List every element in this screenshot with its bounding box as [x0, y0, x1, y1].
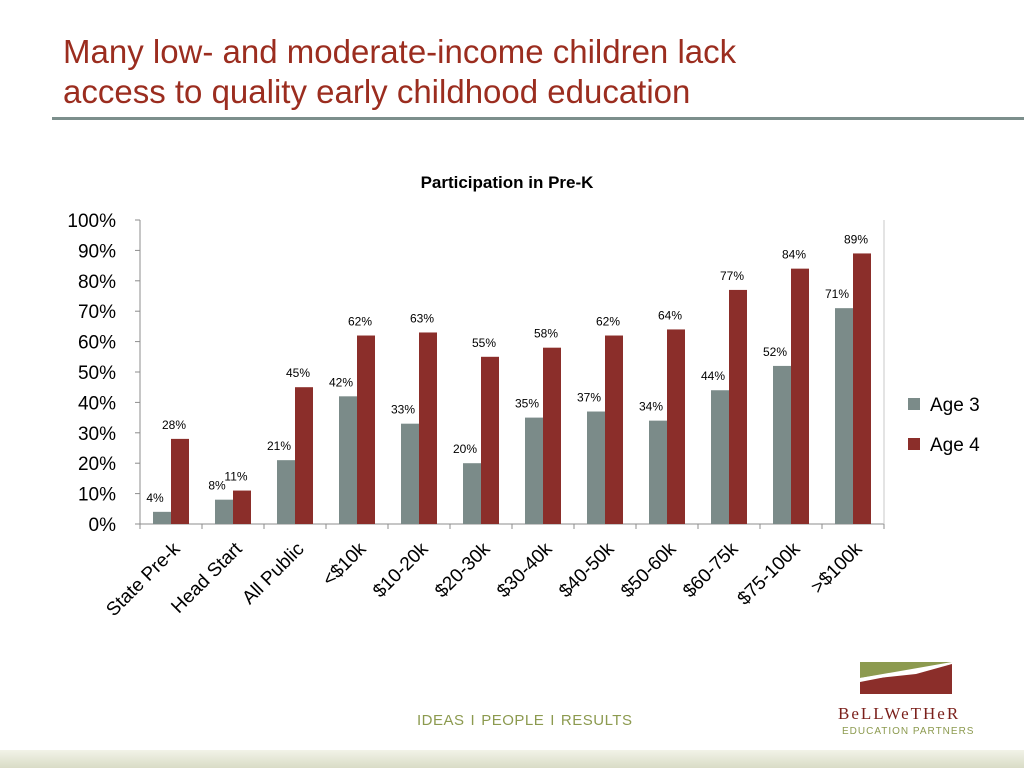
x-tick-label: $40-50k	[555, 538, 619, 602]
x-tick-label: <$10k	[319, 538, 371, 590]
bar-age-4	[171, 438, 189, 524]
bar-age-4	[357, 335, 375, 524]
tagline-separator: I	[550, 712, 555, 729]
data-label-age-4: 64%	[658, 308, 682, 322]
bar-age-4	[233, 490, 251, 524]
y-tick-label: 20%	[78, 454, 116, 475]
bar-age-3	[773, 365, 791, 524]
data-label-age-4: 63%	[410, 311, 434, 325]
data-label-age-3: 44%	[701, 369, 725, 383]
data-label-age-3: 37%	[577, 391, 601, 405]
data-label-age-4: 62%	[348, 315, 372, 329]
data-label-age-4: 58%	[534, 327, 558, 341]
y-tick-label: 60%	[78, 333, 116, 354]
footer-band	[0, 750, 1024, 768]
title-divider	[52, 117, 1024, 120]
bar-age-3	[277, 460, 295, 524]
chart-title: Participation in Pre-K	[421, 173, 595, 192]
data-label-age-3: 42%	[329, 375, 353, 389]
bar-age-3	[401, 423, 419, 524]
bar-age-3	[835, 308, 853, 524]
x-tick-label: >$100k	[807, 538, 867, 598]
data-label-age-4: 89%	[844, 232, 868, 246]
logo-subtitle: EDUCATION PARTNERS	[842, 726, 975, 737]
data-label-age-3: 71%	[825, 287, 849, 301]
legend-swatch	[908, 398, 920, 410]
data-label-age-3: 34%	[639, 400, 663, 414]
legend-label: Age 4	[930, 435, 980, 456]
bar-age-3	[463, 463, 481, 524]
slide-title-line-1: Many low- and moderate-income children l…	[63, 33, 737, 70]
tagline-people: PEOPLE	[481, 712, 545, 729]
chart-axes: 0%10%20%30%40%50%60%70%80%90%100%State P…	[67, 211, 885, 621]
bar-age-3	[153, 511, 171, 524]
y-tick-label: 30%	[78, 424, 116, 445]
bar-age-4	[295, 387, 313, 524]
y-tick-label: 10%	[78, 485, 116, 506]
data-label-age-4: 62%	[596, 315, 620, 329]
bar-age-4	[481, 356, 499, 524]
y-tick-label: 100%	[67, 211, 116, 232]
data-label-age-4: 55%	[472, 336, 496, 350]
legend-swatch	[908, 438, 920, 450]
chart-data-labels: 4% 8% 21% 42% 33% 20% 35% 37% 34% 44% 52% 71% 28% 11%…	[146, 232, 868, 504]
bar-age-3	[215, 499, 233, 524]
data-label-age-3: 8%	[208, 479, 226, 493]
data-label-age-4: 11%	[224, 470, 247, 484]
y-tick-label: 80%	[78, 272, 116, 293]
data-label-age-4: 28%	[162, 418, 186, 432]
slide-title-line-2: access to quality early childhood educat…	[63, 73, 691, 110]
x-tick-label: $75-100k	[734, 538, 805, 609]
x-tick-label: $30-40k	[493, 538, 557, 602]
tagline-ideas: IDEAS	[417, 712, 465, 729]
bar-age-4	[667, 329, 685, 524]
bar-age-3	[649, 420, 667, 524]
data-label-age-4: 77%	[720, 269, 744, 283]
x-tick-label: All Public	[238, 539, 308, 609]
bar-age-4	[543, 347, 561, 524]
tagline-results: RESULTS	[560, 712, 633, 729]
y-tick-label: 70%	[78, 302, 116, 323]
data-label-age-3: 33%	[391, 403, 415, 417]
y-tick-label: 50%	[78, 363, 116, 384]
bar-age-3	[587, 411, 605, 524]
chart-bars	[153, 253, 871, 524]
bellwether-logo-icon	[860, 662, 952, 694]
y-tick-label: 90%	[78, 241, 116, 262]
slide-title: Many low- and moderate-income children l…	[63, 32, 963, 112]
x-tick-label: $60-75k	[679, 538, 743, 602]
bar-age-4	[853, 253, 871, 524]
data-label-age-4: 84%	[782, 248, 806, 262]
data-label-age-3: 20%	[453, 442, 477, 456]
bar-age-3	[711, 390, 729, 524]
bar-age-4	[791, 268, 809, 524]
data-label-age-3: 52%	[763, 345, 787, 359]
bar-age-4	[729, 289, 747, 524]
tagline: IDEAS I PEOPLE I RESULTS	[417, 712, 632, 729]
y-tick-label: 0%	[89, 515, 117, 536]
data-label-age-3: 4%	[146, 491, 164, 505]
x-tick-label: $20-30k	[431, 538, 495, 602]
bar-age-4	[605, 335, 623, 524]
participation-bar-chart: Participation in Pre-K 0% 10% 20% 30% 40% 50%…	[67, 173, 980, 621]
bar-age-3	[339, 396, 357, 524]
bar-age-4	[419, 332, 437, 524]
tagline-separator: I	[470, 712, 476, 729]
y-tick-label: 40%	[78, 393, 116, 414]
bar-age-3	[525, 417, 543, 524]
x-tick-label: $10-20k	[369, 538, 433, 602]
logo-name: BeLLWeTHeR	[838, 704, 961, 723]
chart-legend: Age 3 Age 4	[908, 395, 980, 456]
x-tick-label: $50-60k	[617, 538, 681, 602]
data-label-age-3: 35%	[515, 397, 539, 411]
data-label-age-3: 21%	[267, 439, 291, 453]
legend-label: Age 3	[930, 395, 980, 416]
data-label-age-4: 45%	[286, 366, 310, 380]
